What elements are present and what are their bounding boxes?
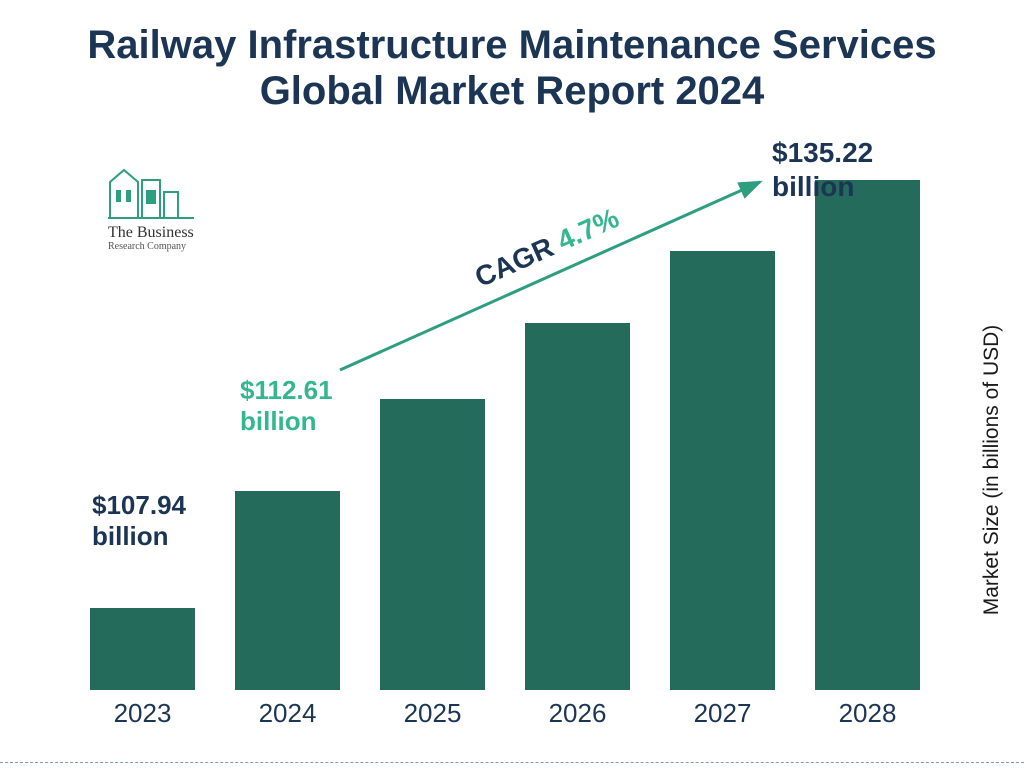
value-label-2023: $107.94billion: [92, 490, 186, 552]
x-label-2027: 2027: [650, 698, 795, 729]
chart-canvas: Railway Infrastructure Maintenance Servi…: [0, 0, 1024, 768]
x-label-2028: 2028: [795, 698, 940, 729]
footer-dashed-line: [0, 762, 1024, 763]
plot-area: The Business Research Company CAGR 4.7% …: [70, 150, 940, 690]
x-label-2026: 2026: [505, 698, 650, 729]
x-label-2024: 2024: [215, 698, 360, 729]
x-label-2023: 2023: [70, 698, 215, 729]
y-axis-label: Market Size (in billions of USD): [980, 320, 1004, 620]
value-label-2028: $135.22 billion: [772, 136, 940, 203]
x-label-2025: 2025: [360, 698, 505, 729]
cagr-arrow: [70, 150, 940, 690]
chart-title: Railway Infrastructure Maintenance Servi…: [0, 22, 1024, 114]
value-label-2024: $112.61billion: [240, 375, 333, 437]
